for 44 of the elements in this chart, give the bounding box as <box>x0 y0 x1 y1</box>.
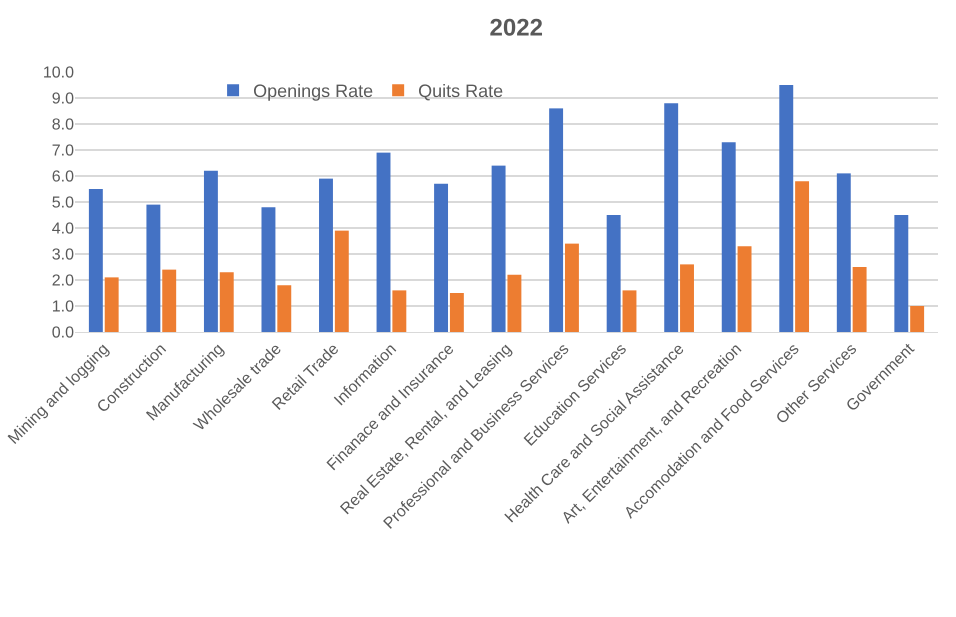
bar <box>319 178 333 332</box>
bar <box>622 290 636 332</box>
bar <box>392 290 406 332</box>
bar <box>450 293 464 332</box>
bar <box>680 264 694 332</box>
bar <box>104 277 119 332</box>
bar <box>549 108 564 332</box>
bar <box>146 204 160 332</box>
bar <box>606 215 621 332</box>
bar <box>564 244 579 332</box>
legend-label: Openings Rate <box>253 81 374 102</box>
legend-label: Quits Rate <box>418 81 504 102</box>
chart-title: 2022 <box>490 14 543 42</box>
bar <box>88 189 103 332</box>
bar <box>795 181 810 332</box>
y-tick-label: 8.0 <box>52 116 74 134</box>
y-tick-label: 3.0 <box>52 246 74 264</box>
bar <box>779 85 794 332</box>
bar <box>664 103 678 332</box>
y-tick-label: 7.0 <box>52 142 74 160</box>
bar <box>220 272 234 332</box>
bar <box>434 184 448 332</box>
bar <box>376 152 390 332</box>
bar <box>910 306 924 332</box>
bar <box>204 170 218 332</box>
bar <box>261 207 276 332</box>
y-tick-label: 5.0 <box>52 194 74 212</box>
bar <box>722 142 736 332</box>
y-tick-label: 1.0 <box>52 298 74 316</box>
y-tick-label: 4.0 <box>52 220 74 238</box>
bar <box>836 173 851 332</box>
y-tick-label: 0.0 <box>52 324 74 342</box>
y-tick-label: 9.0 <box>52 90 74 108</box>
y-tick-label: 10.0 <box>42 64 74 82</box>
y-tick-label: 2.0 <box>52 272 74 290</box>
bar <box>334 230 349 332</box>
bar <box>507 274 522 332</box>
bar <box>162 270 176 332</box>
bar <box>277 285 292 332</box>
bar <box>738 246 752 332</box>
bar <box>894 215 908 332</box>
y-tick-label: 6.0 <box>52 168 74 186</box>
bar <box>492 166 506 332</box>
bar <box>852 267 867 332</box>
